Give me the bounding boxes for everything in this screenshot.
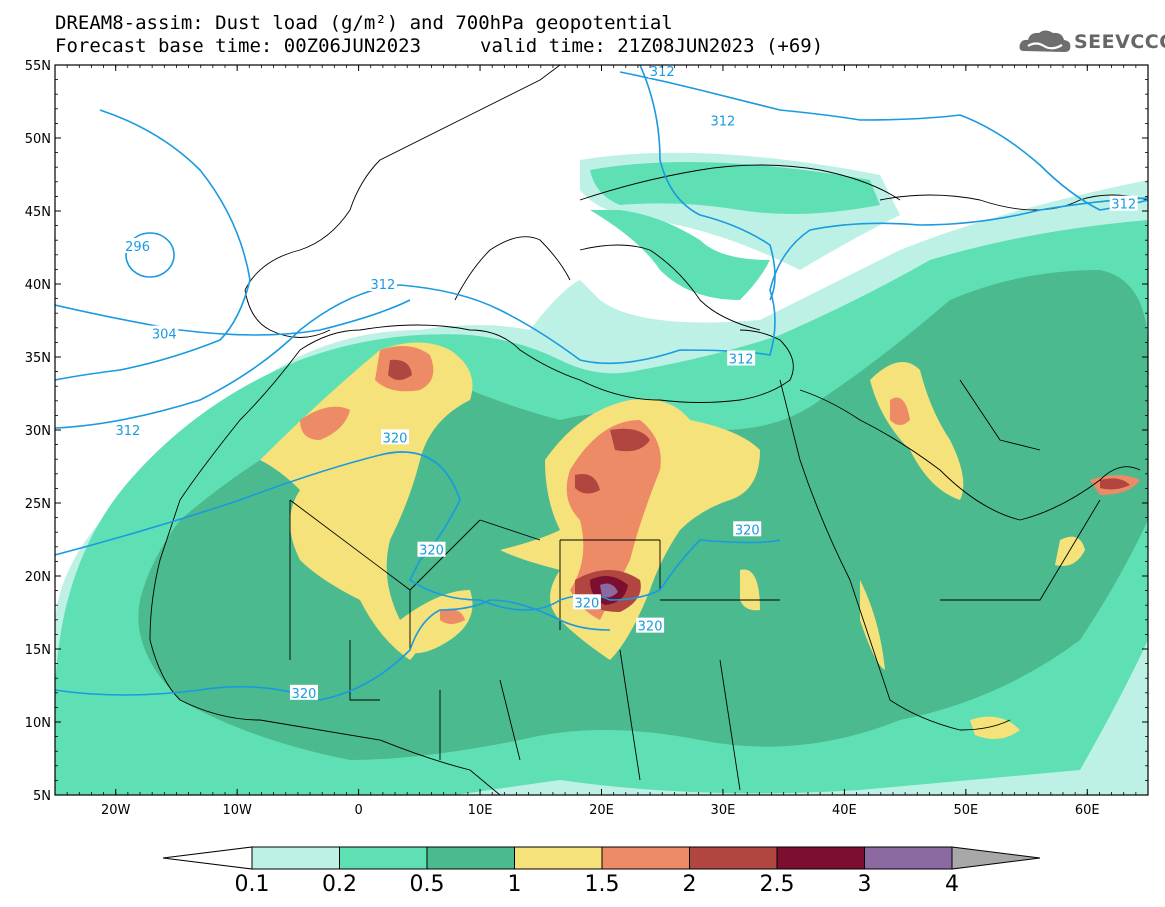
lat-label: 30N	[25, 424, 51, 439]
colorbar-segment	[601, 846, 690, 870]
dust-field	[55, 65, 1148, 795]
contour-label-bg	[708, 112, 737, 128]
lat-label: 40N	[25, 278, 51, 293]
colorbar-label: 0.1	[235, 872, 270, 897]
lat-label: 5N	[33, 789, 51, 804]
colorbar-segment	[514, 846, 603, 870]
lat-label: 50N	[25, 132, 51, 147]
contour-label-bg	[381, 429, 410, 445]
contour-label: 312	[1111, 198, 1136, 213]
lon-label: 10W	[222, 803, 252, 818]
longitude-axis: 20W 10W 0 10E 20E 30E 40E 50E 60E	[54, 65, 1149, 818]
seevccc-logo: SEEVCCC	[1018, 27, 1165, 57]
contour-label-bg	[368, 276, 397, 291]
lat-label: 35N	[25, 351, 51, 366]
contour-label: 320	[419, 544, 444, 559]
contour-label-bg	[727, 350, 756, 366]
contour-label: 320	[383, 431, 408, 446]
colorbar-segment	[426, 846, 515, 870]
map-title: DREAM8-assim: Dust load (g/m²) and 700hP…	[55, 12, 673, 34]
valid-time: valid time: 21Z08JUN2023 (+69)	[480, 35, 824, 57]
contour-labels: 312 312 312 312 312 312 296 304 320 320 320 320 320 3…	[113, 62, 1138, 702]
colorbar-segment	[864, 846, 953, 870]
colorbar-segment	[251, 846, 340, 870]
colorbar-label: 1.5	[585, 872, 620, 897]
colorbar-label: 1	[508, 872, 522, 897]
lat-label: 20N	[25, 570, 51, 585]
lon-label: 40E	[832, 803, 857, 818]
contour-label: 312	[650, 65, 675, 80]
colorbar-label: 4	[945, 872, 959, 897]
contour-label-bg	[123, 238, 152, 254]
colorbar-over-arrow	[951, 846, 1041, 870]
geopotential-contours	[55, 65, 1148, 701]
contour-label: 320	[638, 620, 663, 635]
contour-label: 312	[729, 352, 754, 367]
contour-label-bg	[417, 541, 446, 557]
contour-label: 320	[575, 596, 600, 611]
contour-label-bg	[572, 594, 601, 610]
lat-label: 55N	[25, 59, 51, 74]
colorbar-label: 0.2	[322, 872, 357, 897]
contour-label-bg	[1109, 195, 1138, 211]
lon-label: 60E	[1075, 803, 1100, 818]
contour-label: 304	[152, 328, 177, 343]
lat-label: 25N	[25, 497, 51, 512]
contour-label: 312	[370, 278, 395, 293]
lon-label: 20E	[589, 803, 614, 818]
contour-label: 312	[711, 114, 736, 129]
contour-label-bg	[636, 617, 665, 633]
lat-label: 45N	[25, 205, 51, 220]
contour-label: 320	[735, 523, 760, 538]
contour-label: 312	[115, 424, 140, 439]
lat-label: 10N	[25, 716, 51, 731]
colorbar: 0.1 0.2 0.5 1 1.5 2 2.5 3 4	[162, 846, 1041, 897]
lon-label: 10E	[468, 803, 493, 818]
lon-label: 30E	[711, 803, 736, 818]
lon-label: 20W	[101, 803, 131, 818]
colorbar-label: 2.5	[760, 872, 795, 897]
logo-text: SEEVCCC	[1074, 31, 1165, 53]
lon-label: 50E	[953, 803, 978, 818]
colorbar-label: 3	[858, 872, 872, 897]
lat-label: 15N	[25, 643, 51, 658]
contour-label: 296	[125, 240, 150, 255]
contour-label-bg	[648, 62, 677, 78]
cloud-logo-icon	[1019, 30, 1071, 52]
contour-label-bg	[113, 422, 142, 437]
colorbar-label: 2	[683, 872, 697, 897]
colorbar-segment	[689, 846, 778, 870]
colorbar-segment	[339, 846, 428, 870]
contour-label-bg	[150, 325, 179, 341]
contour-label-bg	[733, 521, 762, 537]
contour-label: 320	[292, 687, 317, 702]
colorbar-label: 0.5	[410, 872, 445, 897]
lon-label: 0	[354, 803, 362, 818]
latitude-axis: 55N 50N 45N 40N 35N 30N 25N 20N 15N 10N 5N	[25, 59, 1148, 804]
colorbar-under-arrow	[162, 846, 253, 870]
contour-label-bg	[289, 684, 318, 700]
colorbar-segment	[776, 846, 865, 870]
forecast-base-time: Forecast base time: 00Z06JUN2023	[55, 35, 422, 57]
